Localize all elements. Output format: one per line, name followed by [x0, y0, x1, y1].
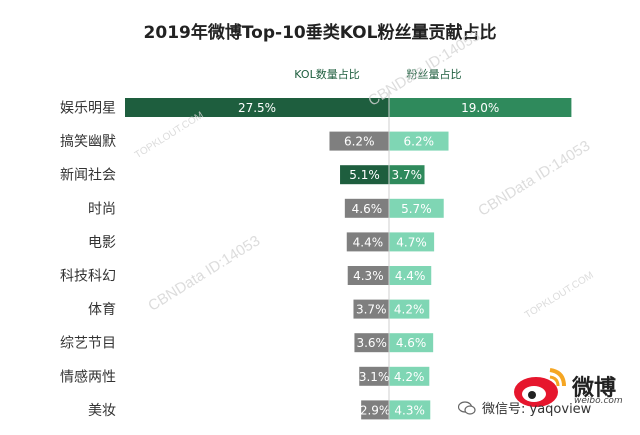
bar-fans-count: [389, 366, 430, 386]
bar-fans-count: [389, 333, 434, 353]
bar-kol-count: [329, 131, 389, 151]
bar-kol-count: [354, 333, 389, 353]
category-label: 电影: [88, 235, 116, 251]
wechat-label: 微信号: yaqoview: [482, 402, 592, 417]
value-label-fans: 4.3%: [394, 403, 425, 417]
bar-fans-count: [389, 400, 431, 420]
weibo-logo-icon: [514, 368, 566, 407]
weibo-brand: 微博 weibo.com: [510, 362, 630, 432]
wechat-icon: [458, 400, 476, 415]
category-label: 美妆: [88, 403, 116, 419]
value-label-kol: 4.4%: [353, 235, 384, 249]
value-label-kol: 5.1%: [349, 168, 380, 182]
brand-name: 微博: [572, 376, 617, 401]
bar-kol-count: [340, 165, 389, 185]
bar-kol-count: [347, 266, 389, 285]
value-label-kol: 6.2%: [344, 135, 375, 149]
value-label-fans: 6.2%: [404, 135, 435, 149]
bar-kol-count: [359, 366, 389, 386]
bar-fans-count: [389, 98, 572, 117]
bar-kol-count: [346, 232, 389, 252]
category-label: 体育: [88, 302, 116, 318]
value-label-fans: 4.2%: [394, 370, 425, 384]
value-label-fans: 4.7%: [396, 235, 427, 249]
bar-fans-count: [389, 131, 449, 151]
category-label: 科技科幻: [60, 269, 116, 285]
bar-kol-count: [344, 198, 389, 218]
category-label: 搞笑幽默: [60, 134, 116, 150]
value-label-kol: 2.9%: [360, 403, 391, 417]
value-label-fans: 5.7%: [401, 202, 432, 216]
brand-url: weibo.com: [574, 396, 623, 406]
bar-fans-count: [389, 266, 432, 285]
category-label: 情感两性: [60, 368, 116, 385]
bar-kol-count: [353, 299, 389, 319]
bar-fans-count: [389, 165, 425, 185]
chart-title: 2019年微博Top-10垂类KOL粉丝量贡献占比: [143, 23, 497, 43]
bar-kol-count: [125, 98, 389, 117]
value-label-fans: 3.7%: [392, 168, 423, 182]
category-label: 娱乐明星: [60, 101, 116, 117]
value-label-kol: 3.7%: [356, 303, 387, 317]
value-label-fans: 4.2%: [394, 303, 425, 317]
bar-kol-count: [361, 400, 389, 420]
bar-fans-count: [389, 299, 430, 319]
value-label-kol: 3.1%: [359, 370, 390, 384]
bar-fans-count: [389, 232, 435, 252]
value-label-fans: 4.6%: [396, 336, 427, 350]
bar-fans-count: [389, 198, 444, 218]
value-label-kol: 4.3%: [353, 269, 384, 283]
legend-fans-count: 粉丝量占比: [407, 67, 462, 81]
category-label: 新闻社会: [60, 168, 116, 184]
category-label: 综艺节目: [60, 336, 116, 352]
wechat-account: 微信号: yaqoview: [458, 398, 591, 417]
value-label-fans: 19.0%: [461, 101, 499, 115]
value-label-kol: 27.5%: [238, 101, 276, 115]
category-label: 时尚: [88, 201, 116, 217]
legend-kol-count: KOL数量占比: [294, 67, 359, 81]
value-label-kol: 3.6%: [356, 336, 387, 350]
value-label-kol: 4.6%: [352, 202, 383, 216]
value-label-fans: 4.4%: [395, 269, 426, 283]
